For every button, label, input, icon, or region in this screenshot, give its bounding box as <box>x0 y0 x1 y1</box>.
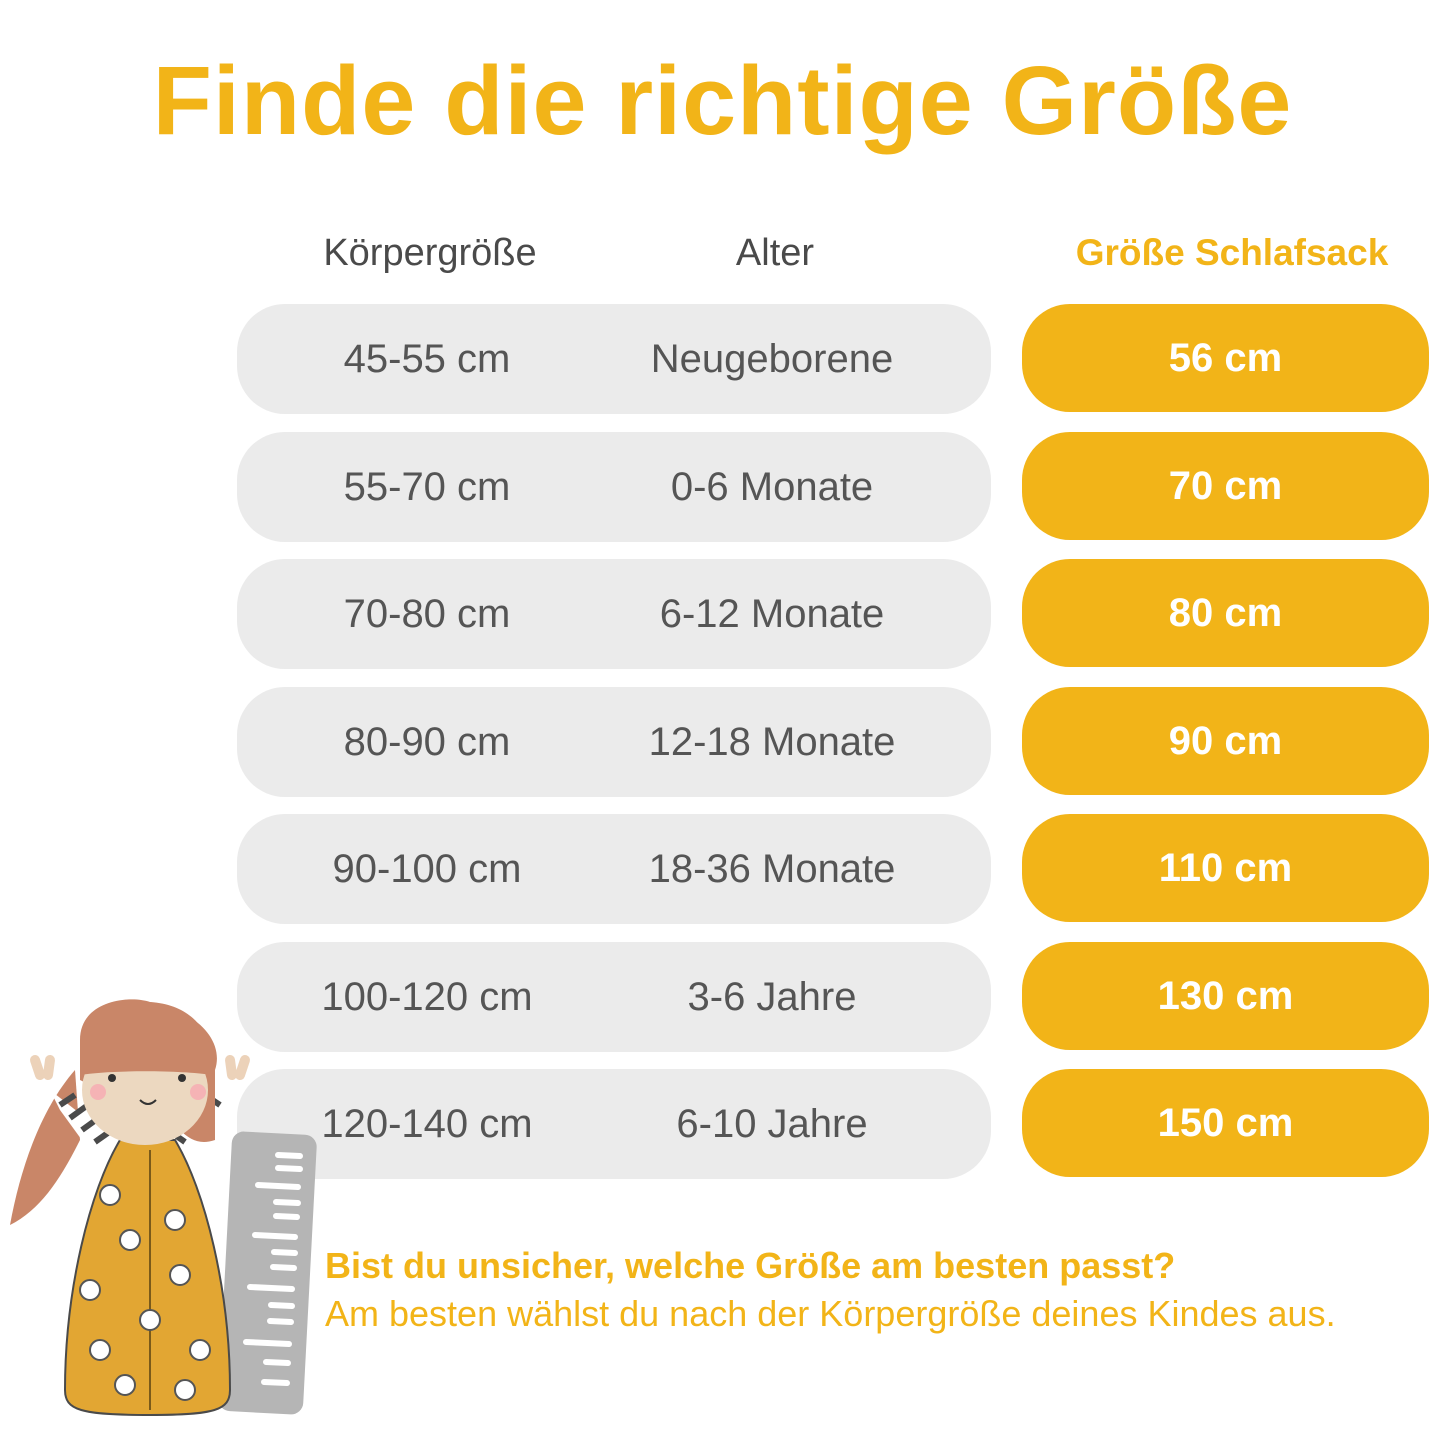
height-cell: 55-70 cm <box>343 464 511 509</box>
size-badge: 130 cm <box>1022 941 1429 1050</box>
row-background: 70-80 cm 6-12 Monate <box>237 559 991 669</box>
height-cell: 70-80 cm <box>343 592 511 636</box>
row-background: 90-100 cm 18-36 Monate <box>237 814 991 924</box>
height-cell: 120-140 cm <box>321 1102 533 1146</box>
age-cell: Neugeborene <box>650 337 894 381</box>
header-height: Körpergröße <box>323 232 537 274</box>
size-badge: 150 cm <box>1022 1069 1429 1177</box>
child-illustration-icon <box>10 999 317 1417</box>
footer-question: Bist du unsicher, welche Größe am besten… <box>325 1245 1176 1286</box>
height-cell: 45-55 cm <box>343 337 511 381</box>
row-background: 100-120 cm 3-6 Jahre <box>237 941 991 1052</box>
header-age: Alter <box>735 232 815 274</box>
height-cell: 80-90 cm <box>343 719 511 764</box>
row-background: 55-70 cm 0-6 Monate <box>237 431 991 542</box>
size-badge: 90 cm <box>1022 686 1429 795</box>
height-cell: 100-120 cm <box>321 974 533 1019</box>
age-cell: 0-6 Monate <box>670 464 874 509</box>
size-badge: 80 cm <box>1022 559 1429 667</box>
row-background: 80-90 cm 12-18 Monate <box>237 686 991 797</box>
age-cell: 3-6 Jahre <box>687 974 857 1019</box>
age-cell: 18-36 Monate <box>648 847 896 891</box>
size-badge: 70 cm <box>1022 431 1429 540</box>
footer-answer: Am besten wählst du nach der Körpergröße… <box>325 1293 1336 1334</box>
page-title: Finde die richtige Größe <box>152 46 1293 155</box>
height-cell: 90-100 cm <box>332 847 522 891</box>
row-background: 120-140 cm 6-10 Jahre <box>237 1069 991 1179</box>
size-badge: 110 cm <box>1022 814 1429 922</box>
row-background: 45-55 cm Neugeborene <box>237 304 991 414</box>
age-cell: 12-18 Monate <box>648 719 896 764</box>
age-cell: 6-12 Monate <box>659 592 885 636</box>
age-cell: 6-10 Jahre <box>676 1102 868 1146</box>
header-size: Größe Schlafsack <box>1075 232 1389 273</box>
size-badge: 56 cm <box>1022 304 1429 412</box>
